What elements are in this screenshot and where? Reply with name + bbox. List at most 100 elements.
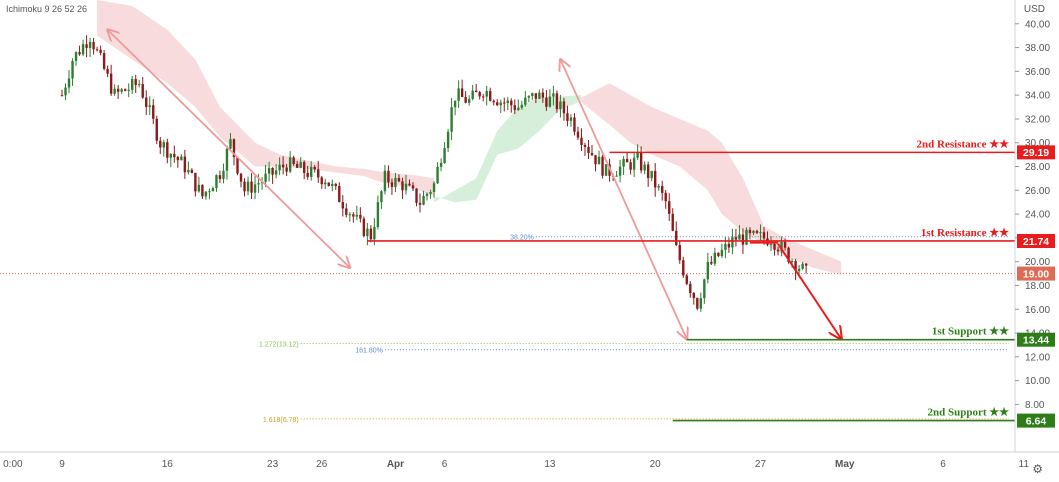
y-tick-label: 26.00 bbox=[1025, 186, 1050, 197]
candle bbox=[197, 184, 201, 192]
candle bbox=[116, 88, 120, 92]
x-tick-label: 20 bbox=[650, 459, 662, 470]
candle bbox=[443, 148, 446, 163]
candle bbox=[176, 157, 180, 161]
candle bbox=[639, 152, 643, 171]
x-tick-label: May bbox=[835, 459, 855, 470]
candle bbox=[710, 261, 713, 264]
candle bbox=[310, 166, 313, 177]
candle bbox=[390, 182, 394, 188]
candle bbox=[257, 183, 260, 185]
candle bbox=[717, 252, 720, 257]
candle bbox=[457, 88, 460, 101]
y-tick-label: 16.00 bbox=[1025, 305, 1050, 316]
y-tick-label: 12.00 bbox=[1025, 352, 1050, 363]
candle bbox=[145, 97, 148, 107]
candle bbox=[562, 101, 566, 114]
candle bbox=[180, 156, 183, 161]
candle bbox=[506, 100, 509, 103]
candle bbox=[67, 78, 71, 88]
candle bbox=[503, 102, 506, 104]
candle bbox=[604, 164, 608, 176]
candle bbox=[541, 92, 545, 98]
candle bbox=[331, 183, 334, 187]
candle bbox=[685, 275, 688, 284]
candle bbox=[362, 218, 366, 237]
candle bbox=[302, 162, 306, 173]
candle bbox=[411, 185, 415, 189]
candle bbox=[629, 162, 632, 170]
candle bbox=[320, 177, 323, 185]
candle bbox=[383, 170, 387, 192]
candle bbox=[759, 232, 762, 234]
y-tick-label: 20.00 bbox=[1025, 257, 1050, 268]
candle bbox=[95, 49, 99, 51]
candle bbox=[496, 102, 499, 106]
candle bbox=[295, 163, 299, 168]
candle bbox=[664, 192, 667, 202]
candle bbox=[194, 172, 197, 192]
candle bbox=[190, 169, 194, 173]
current-price-tag-bg bbox=[1017, 266, 1055, 281]
candle bbox=[492, 100, 495, 103]
candle bbox=[668, 201, 671, 214]
candle bbox=[99, 49, 102, 54]
candle bbox=[661, 185, 664, 193]
candle bbox=[285, 167, 288, 172]
candle bbox=[510, 100, 513, 106]
candle bbox=[138, 84, 141, 86]
candle bbox=[281, 164, 285, 168]
candle bbox=[801, 263, 804, 269]
candle bbox=[576, 131, 580, 138]
candle bbox=[141, 84, 144, 98]
candle bbox=[590, 153, 594, 156]
candle bbox=[531, 93, 534, 97]
x-tick-label: Apr bbox=[387, 459, 404, 470]
candle bbox=[334, 183, 337, 187]
candle bbox=[618, 166, 622, 176]
candle bbox=[706, 261, 710, 280]
candle bbox=[622, 159, 625, 167]
candle bbox=[755, 230, 759, 233]
candle bbox=[745, 229, 748, 245]
candle bbox=[85, 44, 88, 48]
gear-icon[interactable]: ⚙ bbox=[1032, 462, 1043, 476]
candle bbox=[524, 97, 527, 105]
candle bbox=[292, 157, 295, 164]
candle bbox=[587, 146, 590, 154]
x-tick-label: 23 bbox=[267, 459, 279, 470]
price-tag-bg bbox=[1017, 233, 1055, 248]
candle bbox=[678, 245, 681, 261]
arrow-2 bbox=[560, 59, 686, 339]
candle bbox=[580, 137, 583, 146]
candle bbox=[699, 298, 703, 309]
level-label: 2nd Support ★★ bbox=[928, 407, 1010, 419]
candle bbox=[625, 159, 629, 163]
candle bbox=[159, 140, 162, 148]
x-tick-label: 13 bbox=[544, 459, 556, 470]
candle bbox=[166, 142, 169, 158]
indicator-label[interactable]: Ichimoku 9 26 52 26 bbox=[6, 4, 88, 14]
candle bbox=[127, 89, 130, 91]
y-tick-label: 18.00 bbox=[1025, 281, 1050, 292]
candle bbox=[460, 88, 464, 97]
candle bbox=[187, 169, 190, 173]
price-tag-bg bbox=[1017, 413, 1055, 428]
candle bbox=[345, 208, 348, 215]
candle bbox=[355, 214, 359, 217]
candle bbox=[724, 243, 727, 250]
candle bbox=[741, 234, 745, 245]
candle bbox=[594, 155, 597, 165]
candle bbox=[401, 181, 404, 191]
fib-label: 1.618(6.78) bbox=[263, 417, 299, 424]
x-tick-label: 27 bbox=[755, 459, 767, 470]
candle bbox=[615, 175, 618, 177]
fib-label: 1.272(13.12) bbox=[259, 342, 299, 349]
candle bbox=[425, 193, 429, 196]
price-tag: 21.74 bbox=[1023, 236, 1049, 248]
price-tag: 6.64 bbox=[1026, 415, 1047, 427]
candle bbox=[78, 52, 81, 55]
candle bbox=[446, 131, 450, 149]
